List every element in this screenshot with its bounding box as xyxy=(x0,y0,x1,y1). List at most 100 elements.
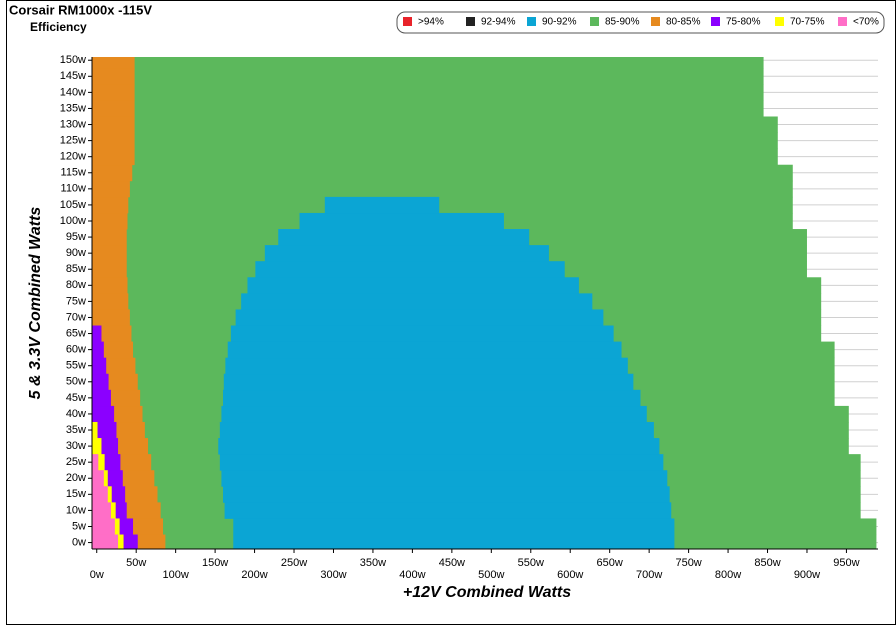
efficiency-cell xyxy=(92,148,135,166)
legend-swatch xyxy=(838,17,847,26)
efficiency-cell xyxy=(324,196,440,214)
efficiency-cell xyxy=(224,502,672,519)
efficiency-cell xyxy=(92,277,128,294)
efficiency-cell xyxy=(92,212,128,230)
efficiency-cell xyxy=(92,389,111,407)
legend-label: 92-94% xyxy=(481,17,516,28)
efficiency-cell xyxy=(92,534,119,550)
efficiency-cell xyxy=(92,421,98,439)
legend-label: <70% xyxy=(853,17,879,28)
y-tick-label: 95w xyxy=(66,231,86,243)
x-tick-label: 650w xyxy=(597,557,623,569)
efficiency-cell xyxy=(92,57,135,69)
efficiency-cell xyxy=(92,84,135,101)
plot-area xyxy=(92,57,878,550)
efficiency-cell xyxy=(221,470,668,487)
efficiency-cell xyxy=(92,116,778,133)
efficiency-cell xyxy=(92,100,764,117)
x-tick-label: 150w xyxy=(202,557,228,569)
efficiency-cell xyxy=(227,341,622,359)
efficiency-cell xyxy=(92,405,115,423)
x-tick-label: 950w xyxy=(833,557,859,569)
efficiency-cell xyxy=(92,261,127,278)
x-tick-label: 850w xyxy=(754,557,780,569)
chart-title: Corsair RM1000x -115V xyxy=(9,2,152,17)
x-tick-label: 350w xyxy=(360,557,386,569)
efficiency-cell xyxy=(223,389,641,407)
legend-box xyxy=(396,11,885,34)
efficiency-cell xyxy=(233,534,675,550)
y-tick-label: 40w xyxy=(66,408,86,420)
y-tick-label: 90w xyxy=(66,247,86,259)
legend-swatch xyxy=(527,17,536,26)
efficiency-cell xyxy=(223,373,634,391)
efficiency-cell xyxy=(221,405,647,423)
efficiency-cell xyxy=(219,421,654,439)
y-tick-label: 25w xyxy=(66,456,86,468)
efficiency-cell xyxy=(218,438,660,455)
efficiency-cell xyxy=(92,309,130,326)
efficiency-cell xyxy=(92,116,135,133)
legend-label: >94% xyxy=(418,17,444,28)
y-tick-label: 60w xyxy=(66,344,86,356)
y-tick-label: 110w xyxy=(61,183,87,195)
y-axis-label: 5 & 3.3V Combined Watts xyxy=(27,207,44,400)
efficiency-cell xyxy=(92,196,129,214)
x-tick-label: 700w xyxy=(636,569,662,581)
legend-swatch xyxy=(651,17,660,26)
y-tick-label: 120w xyxy=(60,151,86,163)
y-tick-label: 130w xyxy=(60,118,86,130)
y-tick-label: 140w xyxy=(60,86,86,98)
y-tick-label: 0w xyxy=(72,536,86,548)
x-tick-label: 250w xyxy=(281,557,307,569)
x-tick-label: 200w xyxy=(241,569,267,581)
x-tick-label: 750w xyxy=(675,557,701,569)
x-axis-label: +12V Combined Watts xyxy=(403,584,571,601)
efficiency-cell xyxy=(92,245,127,262)
efficiency-cell xyxy=(92,325,132,342)
efficiency-cell xyxy=(92,68,764,85)
efficiency-cell xyxy=(92,454,99,471)
efficiency-cell xyxy=(92,438,102,455)
legend-swatch xyxy=(590,17,599,26)
legend-swatch xyxy=(775,17,784,26)
x-tick-label: 100w xyxy=(163,569,189,581)
legend-swatch xyxy=(711,17,720,26)
x-tick-label: 450w xyxy=(439,557,465,569)
efficiency-cell xyxy=(92,164,133,182)
x-tick-label: 500w xyxy=(478,569,504,581)
y-tick-label: 10w xyxy=(66,504,86,516)
y-tick-label: 65w xyxy=(66,327,86,339)
y-tick-label: 125w xyxy=(60,135,86,147)
efficiency-cell xyxy=(92,132,778,150)
efficiency-cell xyxy=(247,277,579,294)
legend-label: 85-90% xyxy=(605,17,640,28)
legend-label: 90-92% xyxy=(542,17,577,28)
y-tick-label: 145w xyxy=(60,70,86,82)
efficiency-cell xyxy=(92,341,104,359)
efficiency-cell xyxy=(92,518,115,535)
efficiency-cell xyxy=(92,229,127,246)
y-tick-label: 50w xyxy=(66,376,86,388)
x-tick-label: 0w xyxy=(90,569,104,581)
efficiency-cell xyxy=(264,245,549,262)
chart-subtitle: Efficiency xyxy=(30,20,87,34)
efficiency-cell xyxy=(92,100,135,117)
efficiency-cell xyxy=(92,373,109,391)
efficiency-cell xyxy=(299,212,504,230)
efficiency-cell xyxy=(92,357,107,375)
efficiency-cell xyxy=(235,309,604,326)
efficiency-cell xyxy=(92,180,130,198)
y-tick-label: 75w xyxy=(66,295,86,307)
legend-label: 75-80% xyxy=(726,17,761,28)
efficiency-cell xyxy=(278,229,530,246)
efficiency-cell xyxy=(219,454,664,471)
efficiency-cell xyxy=(92,84,764,101)
legend-label: 80-85% xyxy=(666,17,701,28)
efficiency-cell xyxy=(233,518,675,535)
y-tick-label: 15w xyxy=(66,488,86,500)
y-tick-label: 20w xyxy=(66,472,86,484)
y-tick-label: 45w xyxy=(66,392,86,404)
efficiency-cell xyxy=(92,325,102,342)
x-tick-label: 400w xyxy=(399,569,425,581)
